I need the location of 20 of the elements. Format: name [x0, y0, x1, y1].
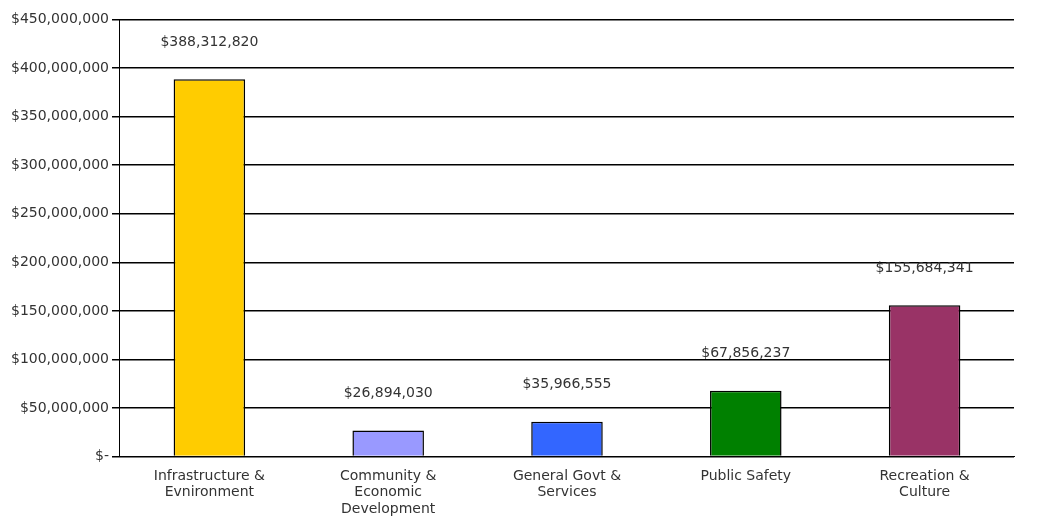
data-label: $26,894,030: [343, 384, 433, 401]
x-tick-label: Recreation & Culture: [879, 466, 970, 500]
y-tick-label: $150,000,000: [10, 301, 109, 318]
x-tick-label: General Govt & Services: [512, 466, 622, 500]
data-label: $155,684,341: [875, 258, 974, 275]
y-tick-label: $300,000,000: [10, 155, 109, 172]
y-tick-label: $100,000,000: [10, 350, 109, 367]
y-tick-label: $450,000,000: [10, 10, 109, 27]
y-tick-label: $200,000,000: [10, 252, 109, 269]
data-label: $388,312,820: [160, 32, 259, 49]
y-tick-label: $-: [95, 447, 109, 464]
y-tick-label: $400,000,000: [10, 58, 109, 75]
data-label: $35,966,555: [522, 375, 612, 392]
y-tick-label: $350,000,000: [10, 107, 109, 124]
x-tick-label: Public Safety: [700, 466, 792, 483]
y-tick-label: $50,000,000: [19, 398, 109, 415]
x-tick-label: Infrastructure & Evnironment: [153, 466, 266, 500]
x-tick-label: Community & Economic Development: [339, 466, 437, 517]
data-label: $67,856,237: [701, 344, 791, 361]
y-tick-label: $250,000,000: [10, 204, 109, 221]
